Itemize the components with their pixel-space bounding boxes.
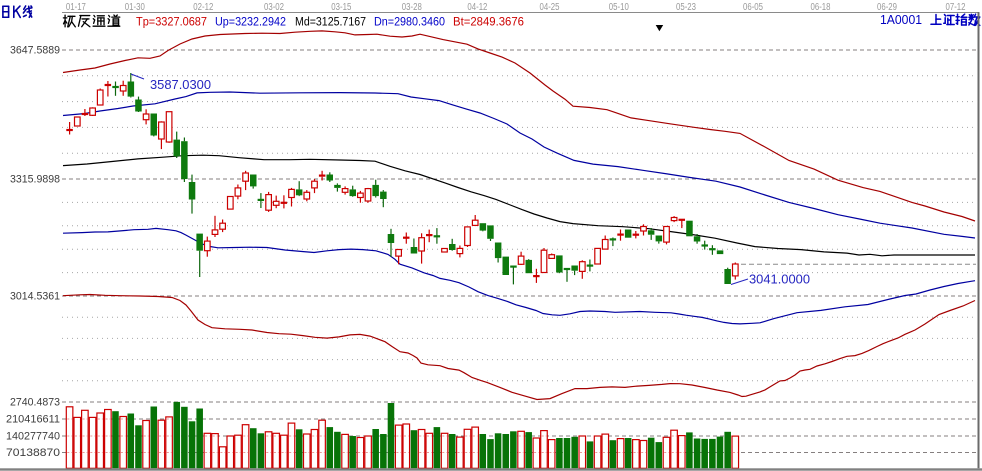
svg-text:3014.5361: 3014.5361 (10, 291, 60, 303)
svg-text:Up=3232.2942: Up=3232.2942 (215, 17, 286, 29)
svg-text:3315.9898: 3315.9898 (10, 174, 60, 186)
svg-text:3041.0000: 3041.0000 (749, 273, 810, 287)
svg-text:06-29: 06-29 (877, 2, 897, 13)
svg-text:01-17: 01-17 (66, 2, 86, 13)
svg-text:05-10: 05-10 (609, 2, 629, 13)
svg-text:140277740: 140277740 (6, 431, 60, 443)
svg-text:02-12: 02-12 (193, 2, 213, 13)
svg-text:05-23: 05-23 (676, 2, 696, 13)
svg-text:210416611: 210416611 (6, 414, 60, 426)
svg-text:Tp=3327.0687: Tp=3327.0687 (136, 17, 207, 29)
svg-text:Dn=2980.3460: Dn=2980.3460 (374, 17, 445, 29)
svg-text:1A0001: 1A0001 (880, 12, 922, 27)
svg-text:3647.5889: 3647.5889 (10, 45, 60, 57)
svg-text:2740.4873: 2740.4873 (10, 397, 60, 409)
svg-text:Md=3125.7167: Md=3125.7167 (295, 17, 366, 29)
svg-text:04-25: 04-25 (540, 2, 560, 13)
svg-text:03-28: 03-28 (402, 2, 422, 13)
svg-text:70138870: 70138870 (6, 447, 60, 459)
svg-text:04-12: 04-12 (467, 2, 487, 13)
svg-text:3587.0300: 3587.0300 (150, 77, 211, 92)
svg-text:03-02: 03-02 (264, 2, 284, 13)
svg-text:07-12: 07-12 (946, 2, 966, 13)
svg-text:01-30: 01-30 (125, 2, 145, 13)
svg-text:06-18: 06-18 (811, 2, 831, 13)
svg-text:06-05: 06-05 (743, 2, 763, 13)
svg-text:03-15: 03-15 (331, 2, 351, 13)
svg-text:Bt=2849.3676: Bt=2849.3676 (453, 17, 524, 29)
